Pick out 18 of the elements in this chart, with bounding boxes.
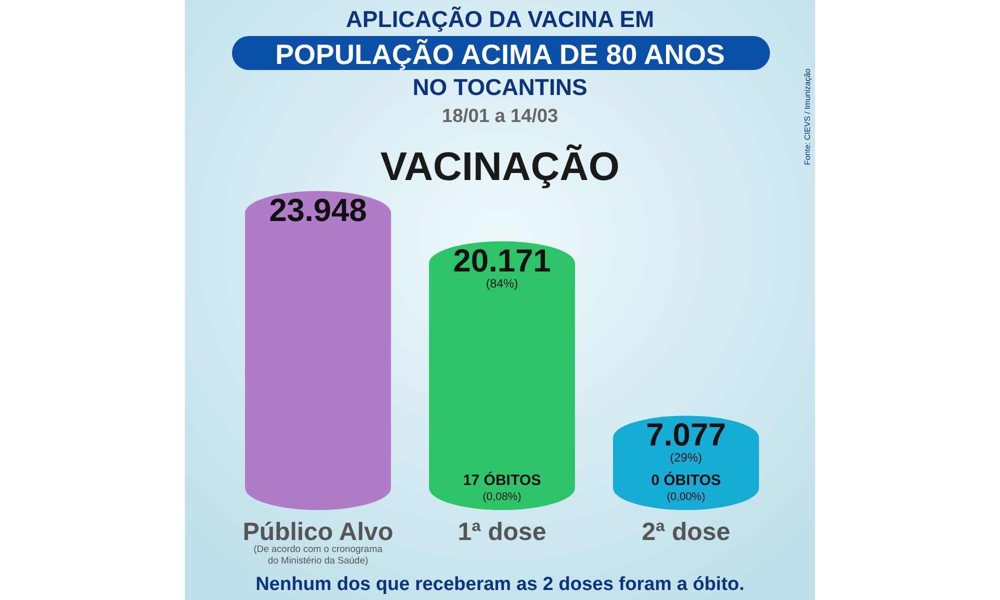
x-tick-label: 2ª dose <box>642 518 730 546</box>
text: VACINAÇÃO <box>380 144 620 189</box>
annotation: 0 ÓBITOS <box>651 471 721 489</box>
data-label: 23.948 <box>269 192 367 228</box>
x-tick-label: Público Alvo <box>242 518 394 546</box>
annotation: (0,00%) <box>666 491 706 503</box>
chart-subtitle: 18/01 a 14/03 <box>442 106 558 127</box>
annotation: (29%) <box>670 450 702 465</box>
chart-title: APLICAÇÃO DA VACINA EM POPULAÇÃO ACIMA DE 80 ANOS NO TOCANTINS <box>275 6 725 100</box>
text: (De acordo com o cronograma do Ministério da Saúde) <box>254 544 384 566</box>
annotation: (84%) <box>486 276 518 290</box>
annotation: (0,08%) <box>482 491 522 503</box>
annotation: 17 ÓBITOS <box>462 471 542 489</box>
text: Nenhum dos que receberam as 2 doses foram a óbito. <box>256 574 744 595</box>
source-note: Fonte: CIEVS / Imunização <box>803 68 812 165</box>
data-label: 20.171 <box>453 242 551 278</box>
x-tick-label: 1ª dose <box>458 518 546 546</box>
data-label: 7.077 <box>646 416 726 453</box>
